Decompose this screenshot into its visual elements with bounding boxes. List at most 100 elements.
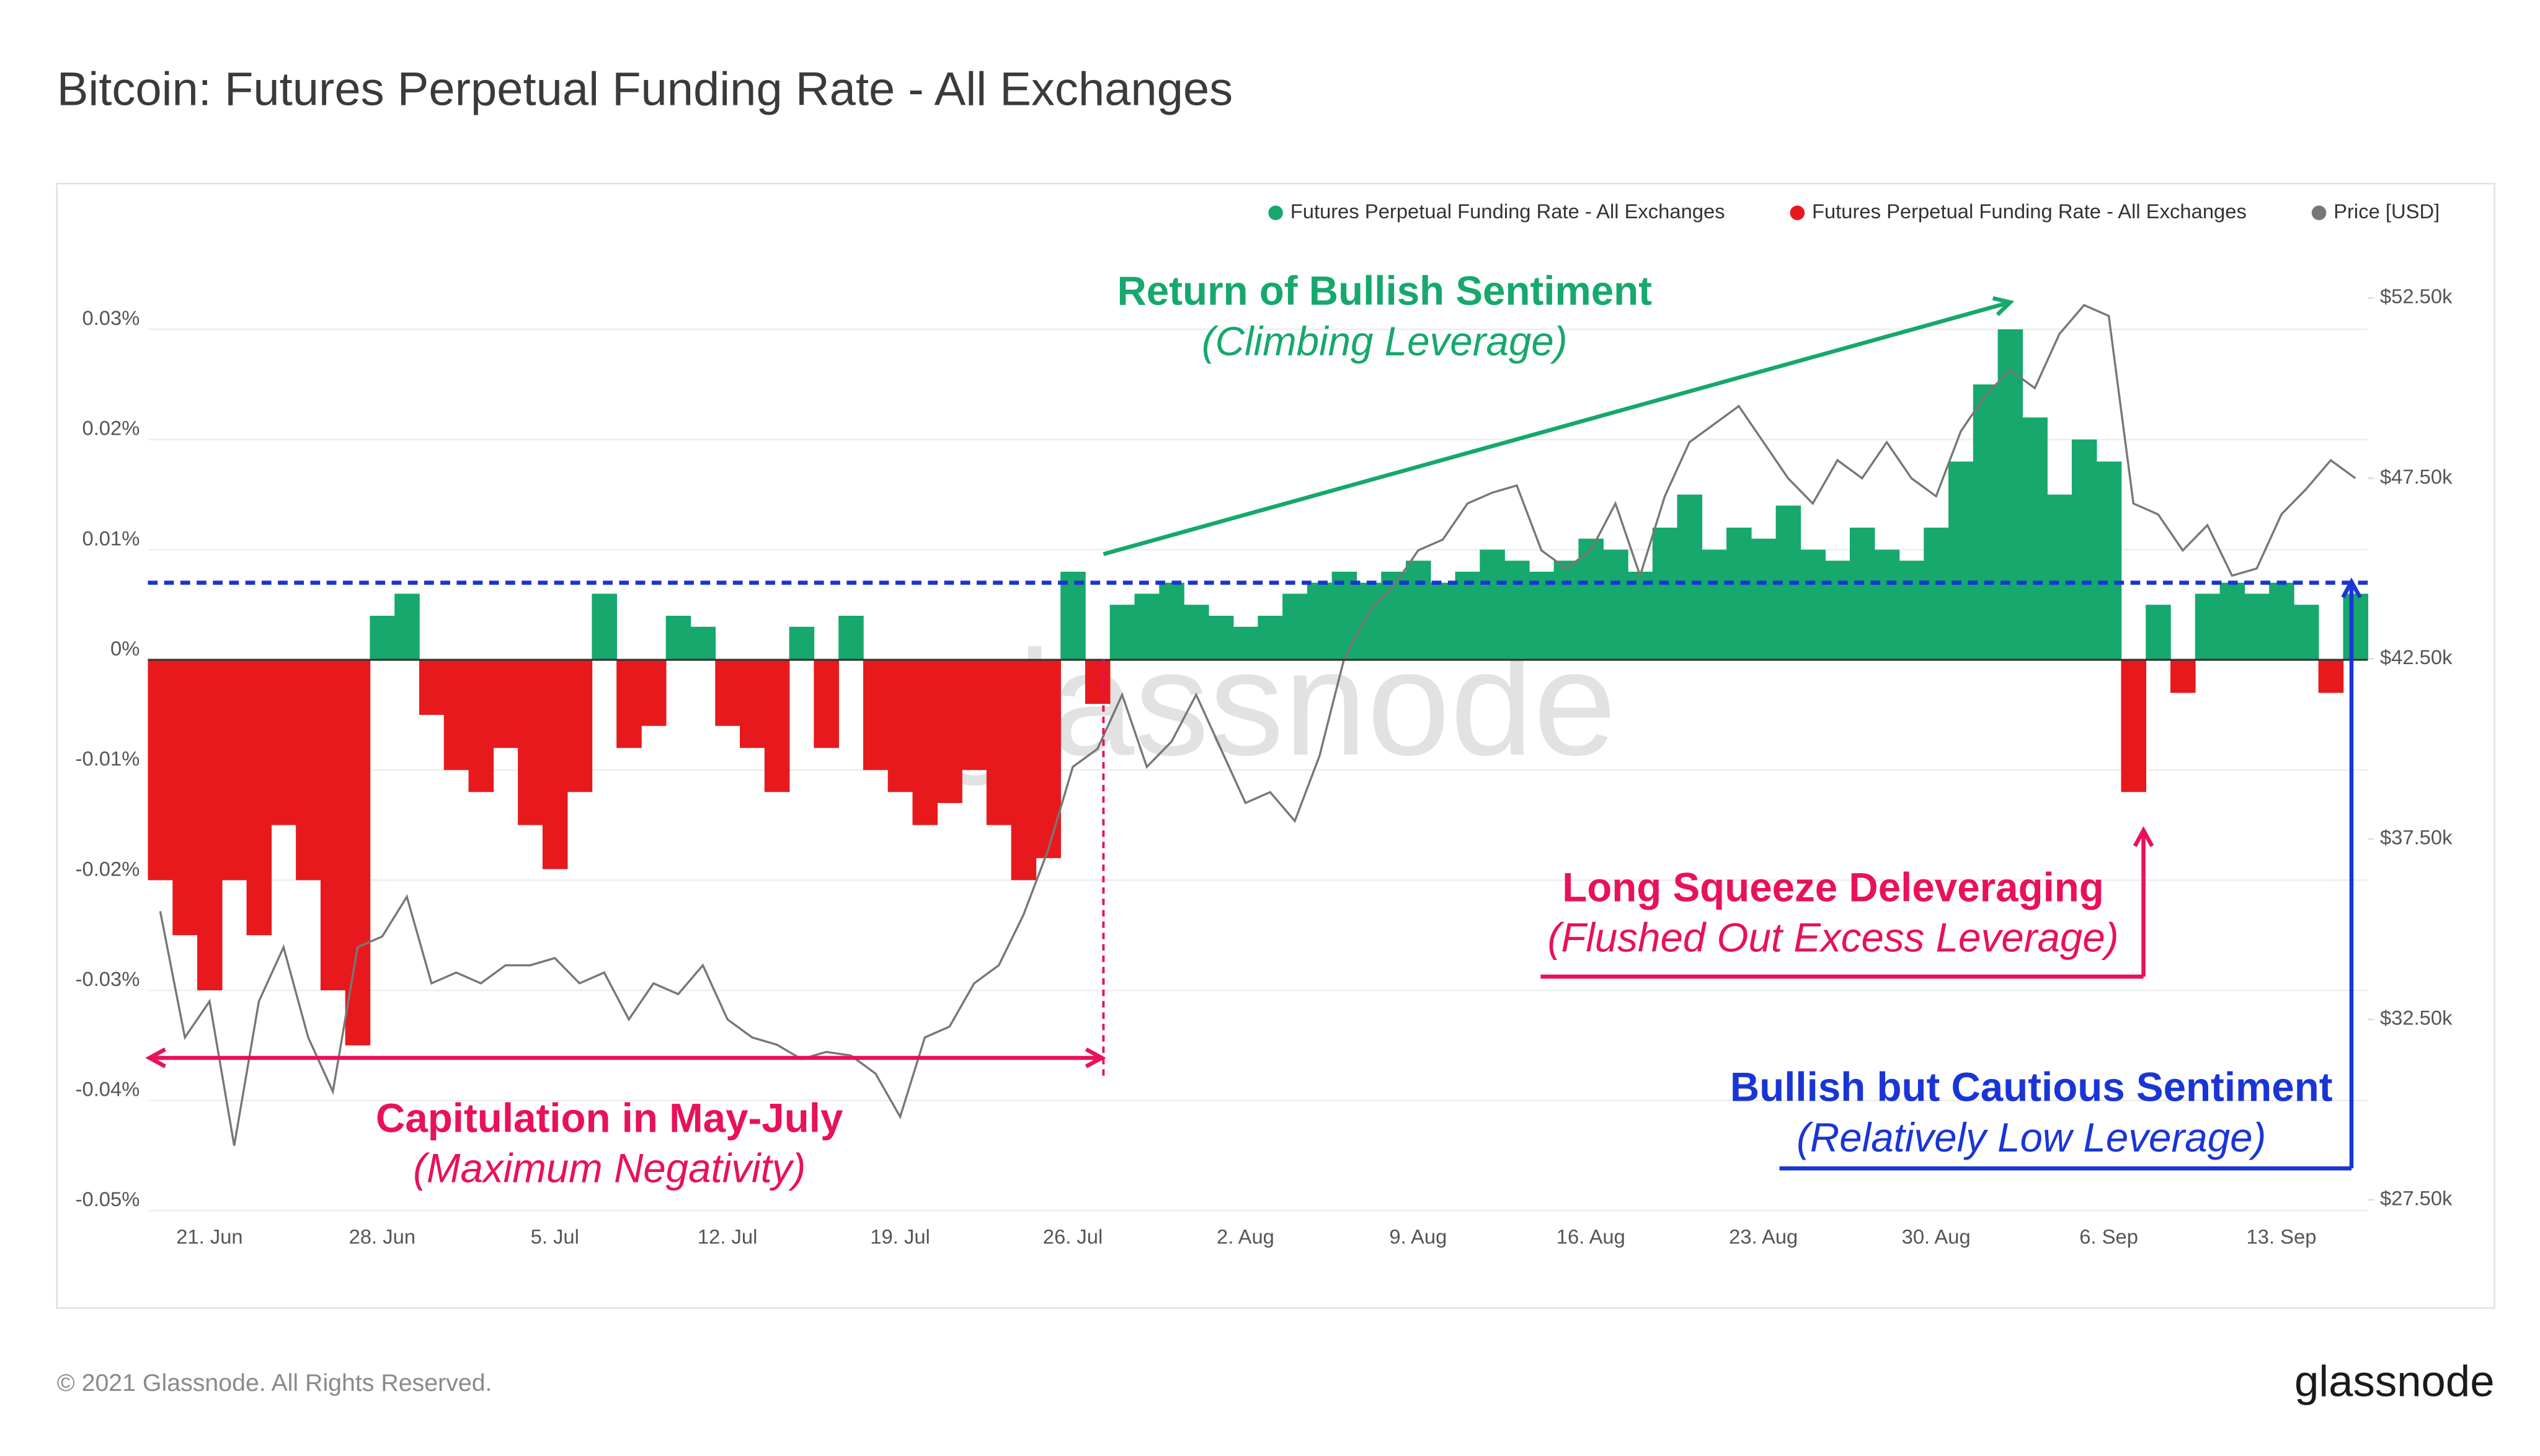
bar <box>468 660 494 792</box>
bar <box>1751 538 1777 660</box>
bar <box>148 660 174 881</box>
bar <box>1677 494 1703 660</box>
y-tick-label: 0.03% <box>82 306 140 329</box>
bar <box>641 660 667 726</box>
bar <box>764 660 790 792</box>
bar <box>1331 571 1357 660</box>
annotation-subtitle: (Flushed Out Excess Leverage) <box>1548 915 2119 961</box>
bar <box>1036 660 1061 858</box>
legend-label: Price [USD] <box>2334 200 2440 223</box>
bar <box>2096 461 2122 660</box>
bar <box>887 660 913 792</box>
annotation-title: Bullish but Cautious Sentiment <box>1730 1065 2333 1110</box>
y2-tick-label: $47.50k <box>2380 465 2453 488</box>
bar <box>986 660 1012 825</box>
bar <box>2219 582 2245 660</box>
bar <box>1307 582 1333 660</box>
annotation-subtitle: (Climbing Leverage) <box>1202 319 1568 364</box>
legend-marker <box>1268 205 1283 221</box>
bar <box>1233 626 1259 660</box>
x-tick-label: 5. Jul <box>531 1225 579 1248</box>
bar <box>1159 582 1184 660</box>
bar <box>271 660 296 825</box>
bar <box>172 660 198 936</box>
bar <box>1455 571 1481 660</box>
bar <box>1702 549 1727 660</box>
bar <box>1603 549 1628 660</box>
legend-marker <box>2311 205 2327 221</box>
bar <box>394 593 420 660</box>
y2-tick-label: $32.50k <box>2380 1006 2453 1029</box>
bar <box>493 660 518 748</box>
bar <box>2121 660 2147 792</box>
bar <box>2170 660 2196 693</box>
x-tick-label: 12. Jul <box>698 1225 758 1248</box>
y2-tick-label: $52.50k <box>2380 285 2453 308</box>
bar <box>221 660 247 881</box>
bar <box>246 660 272 936</box>
arrow-head <box>145 1047 166 1068</box>
bar <box>1085 660 1111 704</box>
bar <box>863 660 889 770</box>
x-tick-label: 26. Jul <box>1043 1225 1103 1248</box>
chart-title: Bitcoin: Futures Perpetual Funding Rate … <box>57 63 1233 115</box>
x-tick-label: 2. Aug <box>1217 1225 1274 1248</box>
bar <box>838 616 864 660</box>
bar <box>1924 527 1949 660</box>
x-tick-label: 13. Sep <box>2247 1225 2317 1248</box>
y2-tick-label: $27.50k <box>2380 1187 2453 1210</box>
bar <box>443 660 469 770</box>
bar <box>1109 605 1135 660</box>
bar <box>1430 582 1456 660</box>
bar <box>1184 605 1209 660</box>
y2-tick-label: $42.50k <box>2380 646 2453 668</box>
bar <box>912 660 938 825</box>
y2-tick-label: $37.50k <box>2380 826 2453 849</box>
bar <box>1529 571 1555 660</box>
x-tick-label: 6. Sep <box>2079 1225 2138 1248</box>
bar <box>2146 605 2171 660</box>
bar <box>2244 593 2270 660</box>
bar <box>1578 538 1604 660</box>
bar <box>1973 384 1999 660</box>
y-tick-label: -0.05% <box>76 1187 140 1210</box>
bar <box>1874 549 1900 660</box>
annotation-title: Long Squeeze Deleveraging <box>1562 864 2104 910</box>
bar <box>2318 660 2344 693</box>
bar <box>1726 527 1752 660</box>
bar <box>345 660 371 1045</box>
arrow-head <box>1992 296 2015 316</box>
bar <box>937 660 962 804</box>
price-line <box>159 303 2356 1146</box>
bar <box>789 626 815 660</box>
bar <box>419 660 445 715</box>
bar <box>542 660 568 869</box>
x-tick-label: 30. Aug <box>1902 1225 1971 1248</box>
bar <box>2293 605 2319 660</box>
bar <box>1627 571 1653 660</box>
bar <box>2343 593 2369 660</box>
y-tick-label: -0.02% <box>76 857 140 880</box>
bar <box>518 660 543 825</box>
bar <box>296 660 321 881</box>
bar <box>1800 549 1826 660</box>
arrow-head <box>2133 826 2154 847</box>
x-tick-label: 28. Jun <box>349 1225 415 1248</box>
y-tick-label: -0.01% <box>76 747 140 770</box>
bar <box>1011 660 1037 881</box>
bar <box>567 660 593 792</box>
bar <box>320 660 346 991</box>
bar <box>1849 527 1875 660</box>
annotation-title: Capitulation in May-July <box>376 1095 843 1140</box>
legend-marker <box>1790 205 1805 221</box>
bar <box>1899 561 1925 660</box>
annotation-title: Return of Bullish Sentiment <box>1117 269 1653 314</box>
bar <box>2269 582 2294 660</box>
bar <box>1282 593 1308 660</box>
bar <box>1652 527 1678 660</box>
bar <box>1405 561 1431 660</box>
bar <box>2195 593 2221 660</box>
arrow-head <box>1085 1047 1106 1068</box>
